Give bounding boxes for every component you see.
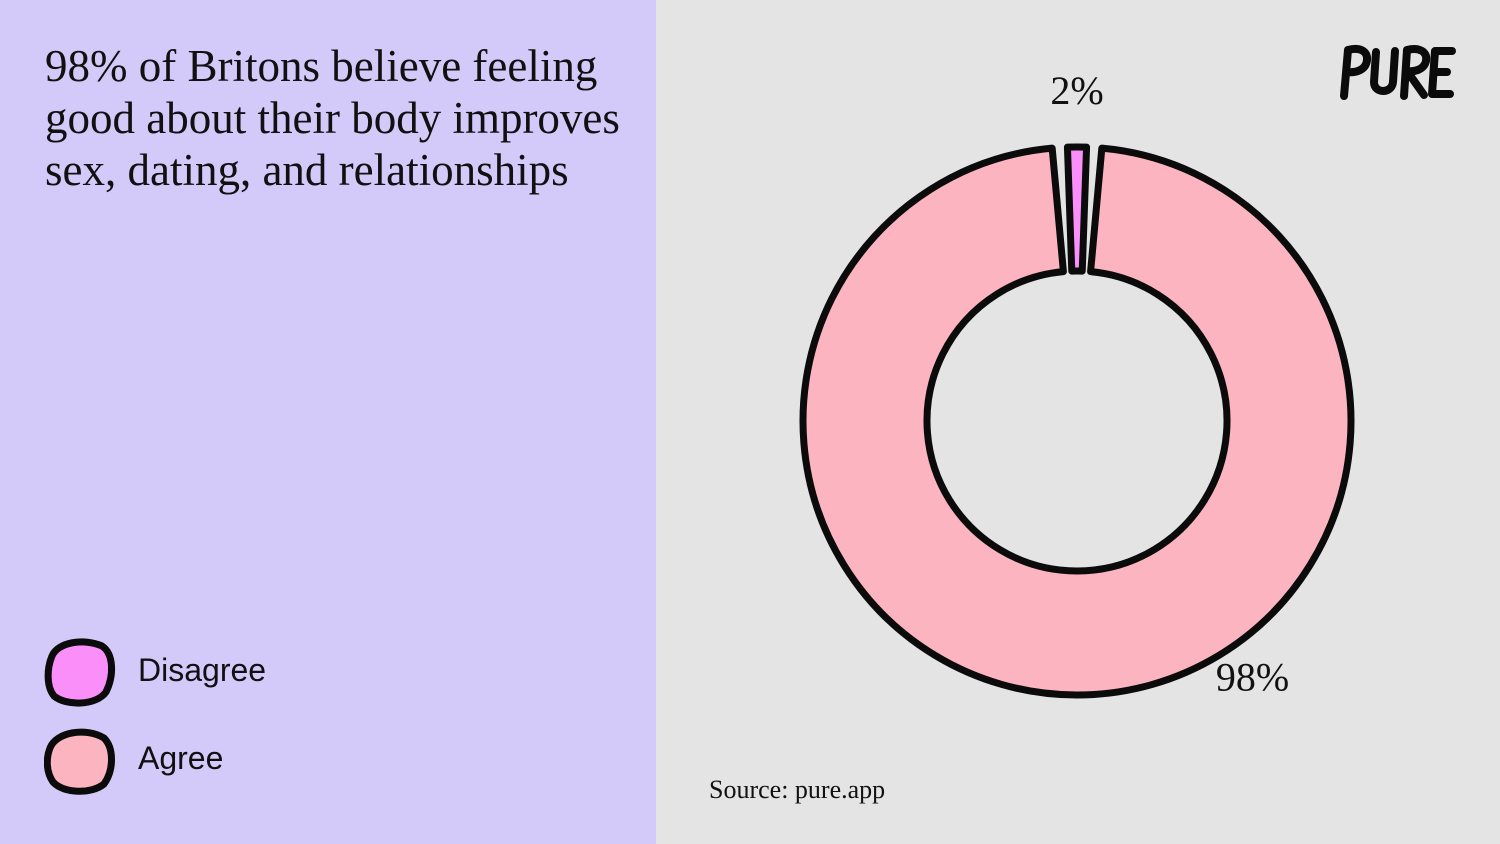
legend-swatch-disagree — [44, 638, 115, 707]
legend-label-agree: Agree — [138, 740, 224, 776]
value-label-disagree: 2% — [1050, 68, 1103, 113]
left-panel — [0, 0, 656, 844]
slice-agree — [799, 144, 1355, 699]
legend-label-disagree: Disagree — [138, 652, 267, 688]
value-labels: 2% 98% — [1050, 68, 1289, 699]
donut-chart: 2% 98% — [799, 68, 1355, 700]
legend-swatch-disagree-shape — [44, 638, 115, 707]
source-note: Source: pure.app — [709, 775, 886, 804]
donut-slices — [799, 143, 1355, 699]
legend-swatch-agree — [44, 728, 115, 795]
value-label-agree: 98% — [1216, 654, 1289, 699]
slice-disagree — [1063, 143, 1091, 275]
legend-swatch-agree-shape — [44, 728, 115, 795]
chart-title: 98% of Britons believe feeling good abou… — [45, 41, 620, 195]
right-panel — [656, 0, 1500, 844]
pure-logo — [1340, 44, 1456, 100]
